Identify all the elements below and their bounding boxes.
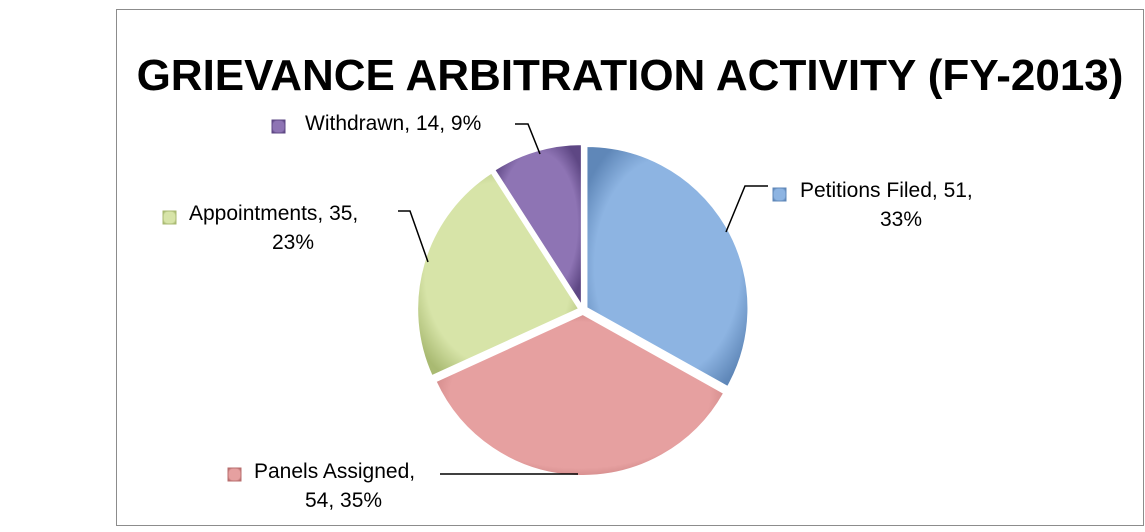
data-label: 54, 35% xyxy=(305,489,382,512)
leader-lines xyxy=(398,123,768,475)
chart-title: GRIEVANCE ARBITRATION ACTIVITY (FY-2013) xyxy=(137,51,1124,100)
data-label: 23% xyxy=(272,231,314,254)
leader-line xyxy=(515,123,541,155)
data-labels: Petitions Filed, 51, 33% Panels Assigned, 5… xyxy=(162,112,973,512)
legend-key-marker xyxy=(271,119,286,134)
legend-key-marker xyxy=(772,187,787,202)
pie-slice xyxy=(416,171,581,378)
pie-slice xyxy=(585,144,750,389)
pie-slice xyxy=(492,143,583,310)
legend-key-marker xyxy=(227,467,242,482)
data-label: Petitions Filed, 51, xyxy=(800,179,973,202)
leader-line xyxy=(725,185,768,233)
legend-key-marker xyxy=(162,210,177,225)
leader-line xyxy=(398,210,429,263)
data-label: Withdrawn, 14, 9% xyxy=(305,112,481,135)
data-label: Panels Assigned, xyxy=(254,460,415,483)
pie-slice xyxy=(434,312,726,477)
data-label: Appointments, 35, xyxy=(189,202,358,225)
pie-slices xyxy=(416,143,750,477)
data-label: 33% xyxy=(880,208,922,231)
